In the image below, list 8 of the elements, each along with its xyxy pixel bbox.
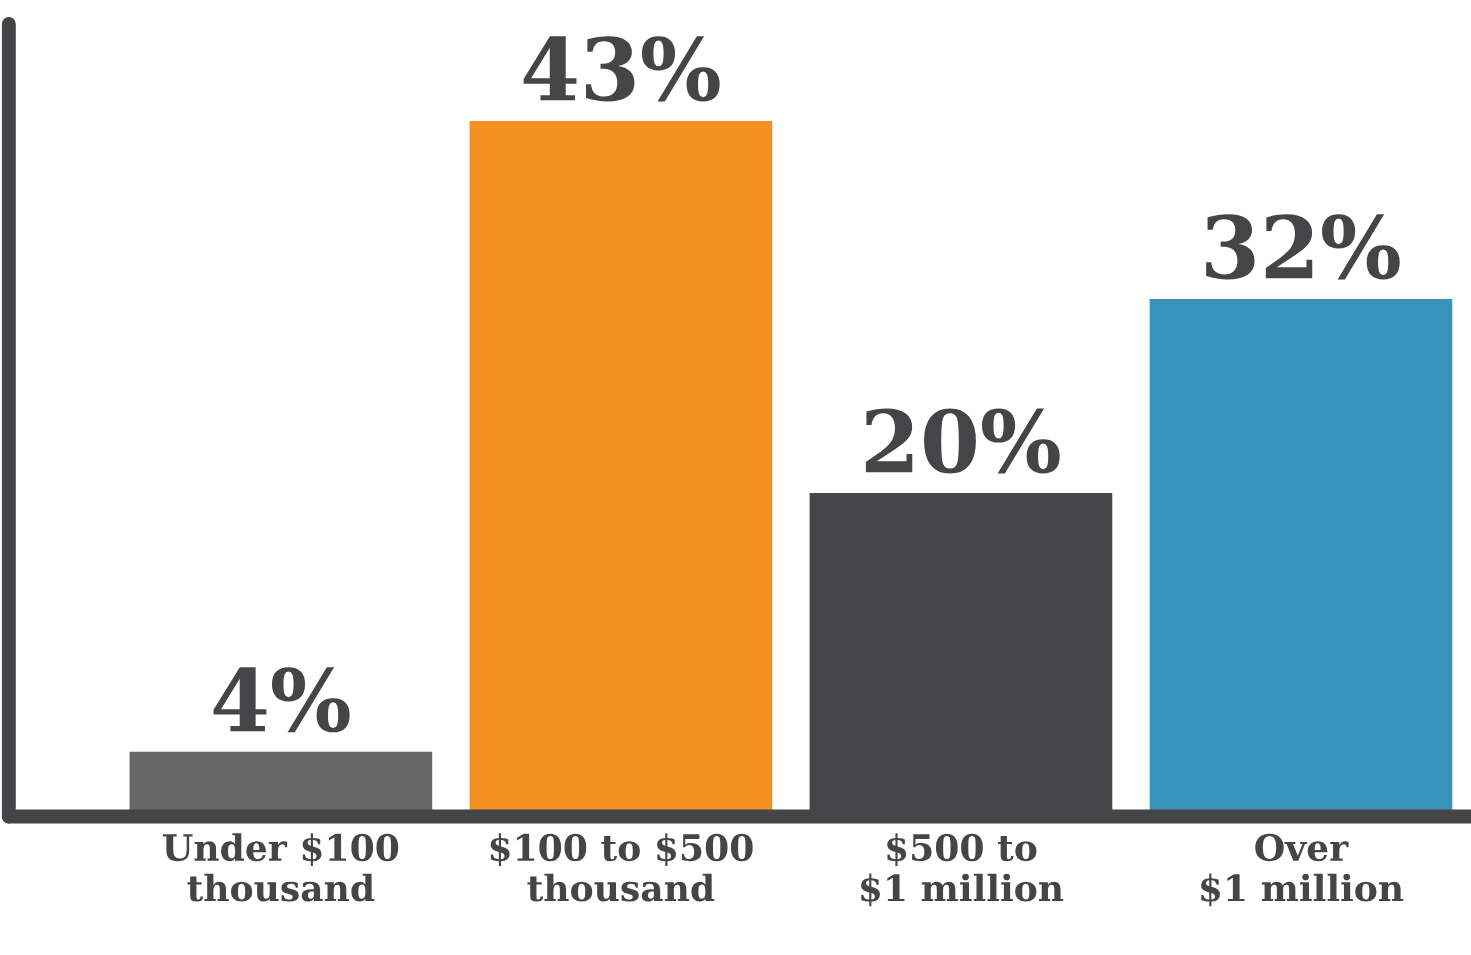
- data-label: 4%: [213, 667, 350, 733]
- data-label: 20%: [865, 408, 1060, 474]
- data-label: 43%: [523, 36, 720, 102]
- data-label: 32%: [1206, 214, 1400, 280]
- x-tick-label: Over $1 million: [1201, 833, 1404, 907]
- x-tick-label: $100 to $500 thousand: [490, 833, 753, 902]
- x-tick-label: Under $100 thousand: [163, 833, 399, 902]
- x-tick-label: $500 to $1 million: [861, 833, 1064, 907]
